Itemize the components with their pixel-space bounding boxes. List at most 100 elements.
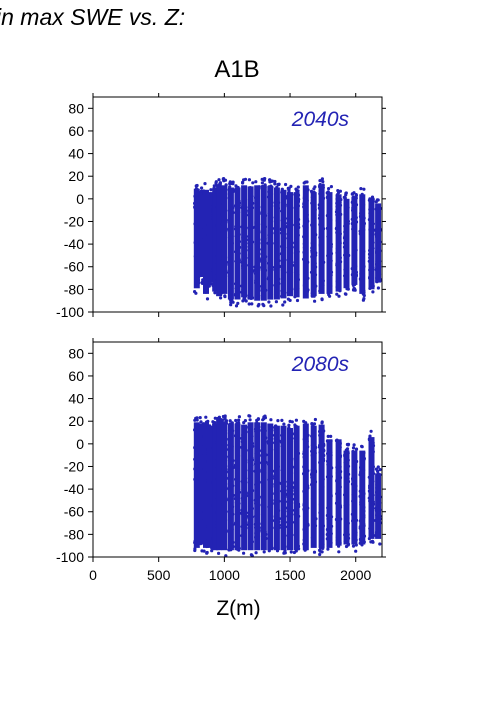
data-point xyxy=(318,552,322,557)
data-point-column xyxy=(267,186,274,300)
y-tick-label: 40 xyxy=(68,146,84,162)
data-point-column xyxy=(193,422,200,548)
y-tick-label: 60 xyxy=(68,123,84,139)
data-point xyxy=(374,467,378,471)
data-point xyxy=(362,187,366,191)
data-point xyxy=(368,434,372,438)
data-point-column xyxy=(193,188,200,289)
y-tick-label: -40 xyxy=(64,236,84,252)
data-point xyxy=(292,550,296,555)
data-point xyxy=(203,182,207,186)
data-point xyxy=(274,300,278,304)
data-point-column xyxy=(206,425,213,548)
y-tick-label: -100 xyxy=(56,304,84,320)
data-point xyxy=(228,419,232,423)
panel-2080s: 80 60 40 20 0 -20 -40 -60 -80 -100 0 500 1000 1500 200… xyxy=(56,338,386,620)
data-point xyxy=(208,281,212,285)
data-point xyxy=(346,443,350,447)
data-point xyxy=(320,550,324,554)
data-point-column xyxy=(254,185,261,301)
y-tick-label: 80 xyxy=(68,345,84,361)
data-point xyxy=(313,299,317,303)
data-point-column xyxy=(203,189,209,294)
y-tick-label: -60 xyxy=(64,504,84,520)
data-point xyxy=(320,177,324,181)
data-point-column xyxy=(254,422,261,551)
data-point-column xyxy=(326,439,333,548)
plot-frame xyxy=(92,96,383,313)
data-point xyxy=(352,191,356,195)
data-point xyxy=(313,417,317,422)
data-point xyxy=(320,297,324,301)
data-point xyxy=(193,418,197,422)
panel-label: 2080s xyxy=(291,353,350,376)
data-point-column xyxy=(234,187,241,300)
data-point xyxy=(194,291,198,295)
data-point-column xyxy=(302,185,309,299)
data-point xyxy=(234,184,238,188)
figure-header: in max SWE vs. Z: xyxy=(0,4,186,30)
data-point-column xyxy=(260,185,267,301)
data-point xyxy=(199,420,203,424)
data-point xyxy=(318,179,322,183)
data-point-column xyxy=(216,418,223,551)
data-point-column xyxy=(293,192,300,298)
data-point xyxy=(244,299,248,303)
y-tick-label: -40 xyxy=(64,481,84,497)
data-point xyxy=(327,187,331,191)
data-point xyxy=(354,193,358,197)
data-point-column xyxy=(368,198,375,290)
y-axis: 80 60 40 20 0 -20 -40 -60 -80 -100 xyxy=(56,345,386,565)
data-point-column xyxy=(241,424,248,551)
data-point xyxy=(228,182,232,186)
data-point xyxy=(354,549,358,553)
data-point xyxy=(335,292,339,296)
data-point-column xyxy=(241,185,248,298)
data-point xyxy=(241,181,245,185)
data-point xyxy=(282,422,286,426)
data-point xyxy=(352,287,356,291)
x-tick-label: 2000 xyxy=(340,567,371,583)
data-point xyxy=(329,185,333,189)
data-point-column xyxy=(287,192,293,297)
data-point xyxy=(289,550,293,554)
data-point xyxy=(209,188,213,192)
scatter-points xyxy=(193,414,382,558)
data-point xyxy=(321,180,325,184)
data-point xyxy=(361,298,365,302)
data-point xyxy=(281,303,285,307)
data-point xyxy=(234,418,238,423)
data-point-column xyxy=(212,423,219,551)
data-point xyxy=(262,304,266,308)
y-tick-label: 40 xyxy=(68,391,84,407)
y-tick-label: 0 xyxy=(76,436,84,452)
data-point xyxy=(223,294,227,298)
data-point xyxy=(336,189,340,193)
data-point xyxy=(378,468,382,472)
data-point-column xyxy=(216,185,223,297)
data-point xyxy=(234,304,239,308)
data-point xyxy=(296,185,300,189)
data-point xyxy=(260,181,264,185)
data-point xyxy=(263,414,267,418)
data-point-column xyxy=(375,473,382,539)
data-point xyxy=(257,302,261,307)
data-point xyxy=(205,551,209,555)
data-point-column xyxy=(221,421,228,551)
data-point xyxy=(329,434,333,438)
data-point xyxy=(251,181,255,185)
data-point xyxy=(220,418,224,422)
data-point xyxy=(269,304,273,308)
data-point xyxy=(337,550,341,554)
data-point xyxy=(237,415,241,419)
data-point xyxy=(236,301,240,305)
data-point xyxy=(376,465,380,469)
panel-2040s: 80 60 40 20 0 -20 -40 -60 -80 -100 2040s xyxy=(56,93,386,320)
data-point xyxy=(283,551,287,555)
data-point xyxy=(351,446,356,450)
data-point xyxy=(352,443,356,447)
data-point xyxy=(269,418,273,422)
data-point xyxy=(318,182,322,187)
y-tick-label: -60 xyxy=(64,259,84,275)
figure-title: A1B xyxy=(214,56,260,83)
